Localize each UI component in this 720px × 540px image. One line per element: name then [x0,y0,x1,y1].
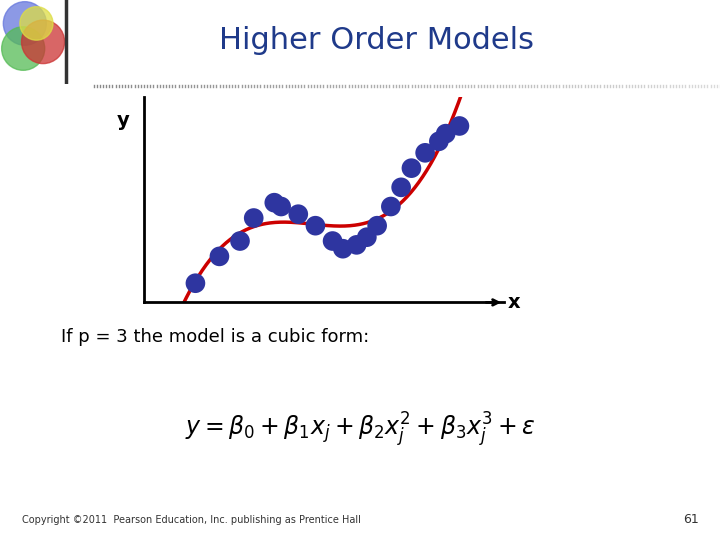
Text: Higher Order Models: Higher Order Models [219,26,534,55]
Point [440,129,451,138]
Text: Copyright ©2011  Pearson Education, Inc. publishing as Prentice Hall: Copyright ©2011 Pearson Education, Inc. … [22,515,361,525]
Point [405,164,417,172]
Text: y: y [117,111,130,130]
Point [454,122,465,130]
Circle shape [22,20,65,64]
Point [310,221,321,230]
Circle shape [4,2,46,45]
Point [214,252,225,261]
Point [248,214,259,222]
Point [351,240,362,249]
Point [189,279,201,287]
Circle shape [1,27,45,70]
Text: 61: 61 [683,513,698,526]
Point [361,233,373,241]
Circle shape [20,6,53,40]
Point [419,148,431,157]
Point [269,198,280,207]
Point [372,221,383,230]
Point [337,245,348,253]
Point [292,210,304,219]
Point [385,202,397,211]
Point [395,183,407,192]
Text: x: x [508,293,520,312]
Point [433,137,445,146]
Point [275,202,287,211]
Text: $y = \beta_0 + \beta_1 x_j + \beta_2 x_j^2 + \beta_3 x_j^3 + \varepsilon$: $y = \beta_0 + \beta_1 x_j + \beta_2 x_j… [184,410,536,449]
Point [327,237,338,245]
Text: If p = 3 the model is a cubic form:: If p = 3 the model is a cubic form: [61,328,369,347]
Point [234,237,246,245]
